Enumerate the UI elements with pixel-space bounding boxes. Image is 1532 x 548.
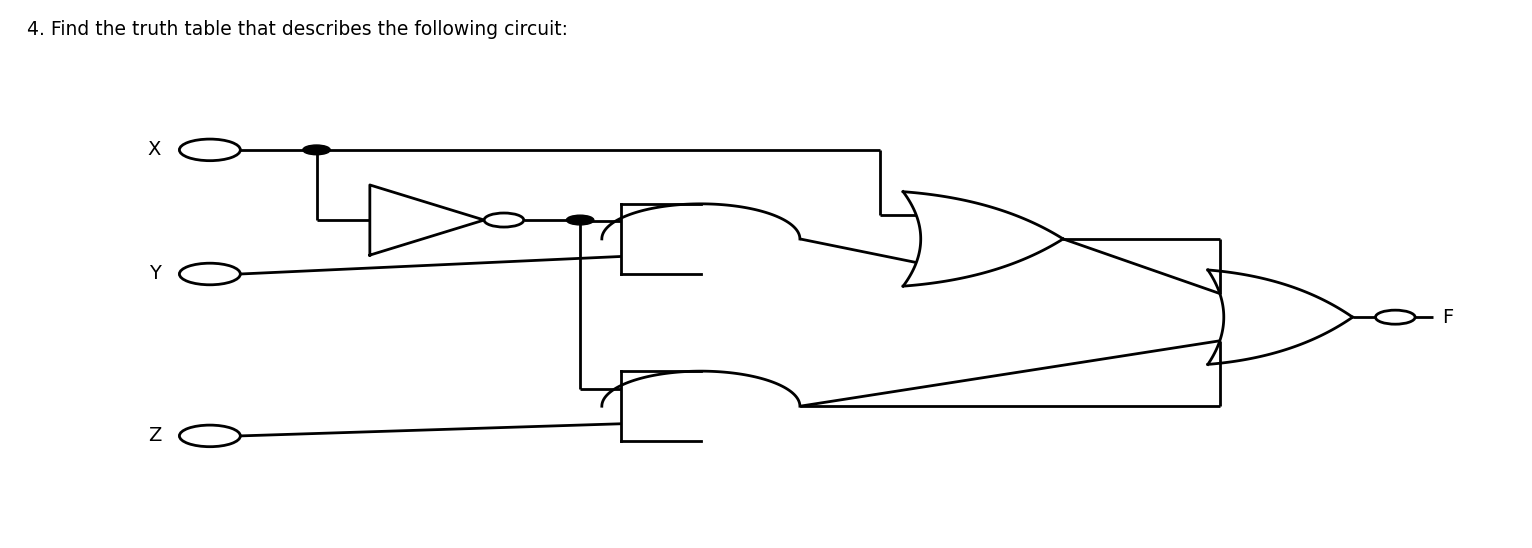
- Circle shape: [179, 263, 241, 285]
- Text: Z: Z: [147, 426, 161, 446]
- Text: Y: Y: [149, 265, 161, 283]
- Circle shape: [179, 425, 241, 447]
- Circle shape: [303, 145, 331, 155]
- Circle shape: [179, 139, 241, 161]
- Circle shape: [484, 213, 524, 227]
- Text: 4. Find the truth table that describes the following circuit:: 4. Find the truth table that describes t…: [28, 20, 568, 39]
- Text: F: F: [1443, 307, 1454, 327]
- Circle shape: [567, 215, 594, 225]
- Text: X: X: [147, 140, 161, 159]
- Circle shape: [1376, 310, 1416, 324]
